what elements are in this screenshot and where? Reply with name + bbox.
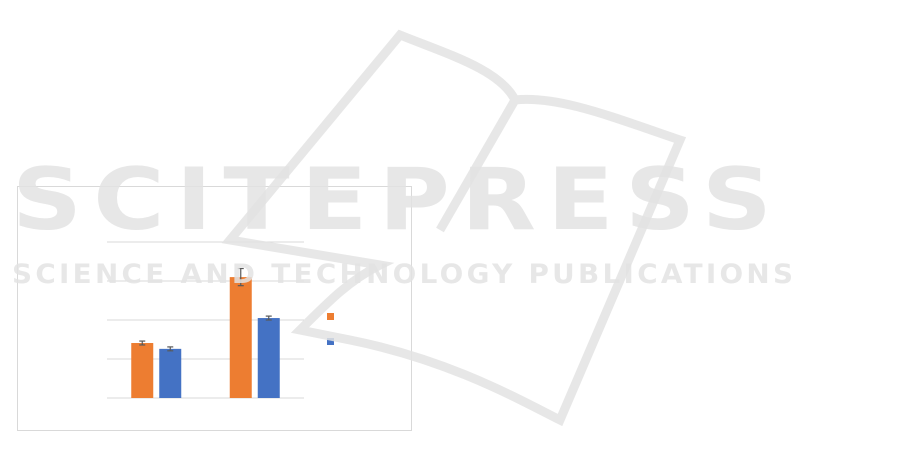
bar-chart <box>107 241 334 399</box>
bar <box>229 277 252 398</box>
legend-swatch <box>327 313 334 320</box>
chart-area <box>17 186 412 431</box>
bar <box>159 348 182 398</box>
legend-swatch <box>327 338 334 345</box>
bar <box>257 318 280 398</box>
bar <box>131 343 154 398</box>
